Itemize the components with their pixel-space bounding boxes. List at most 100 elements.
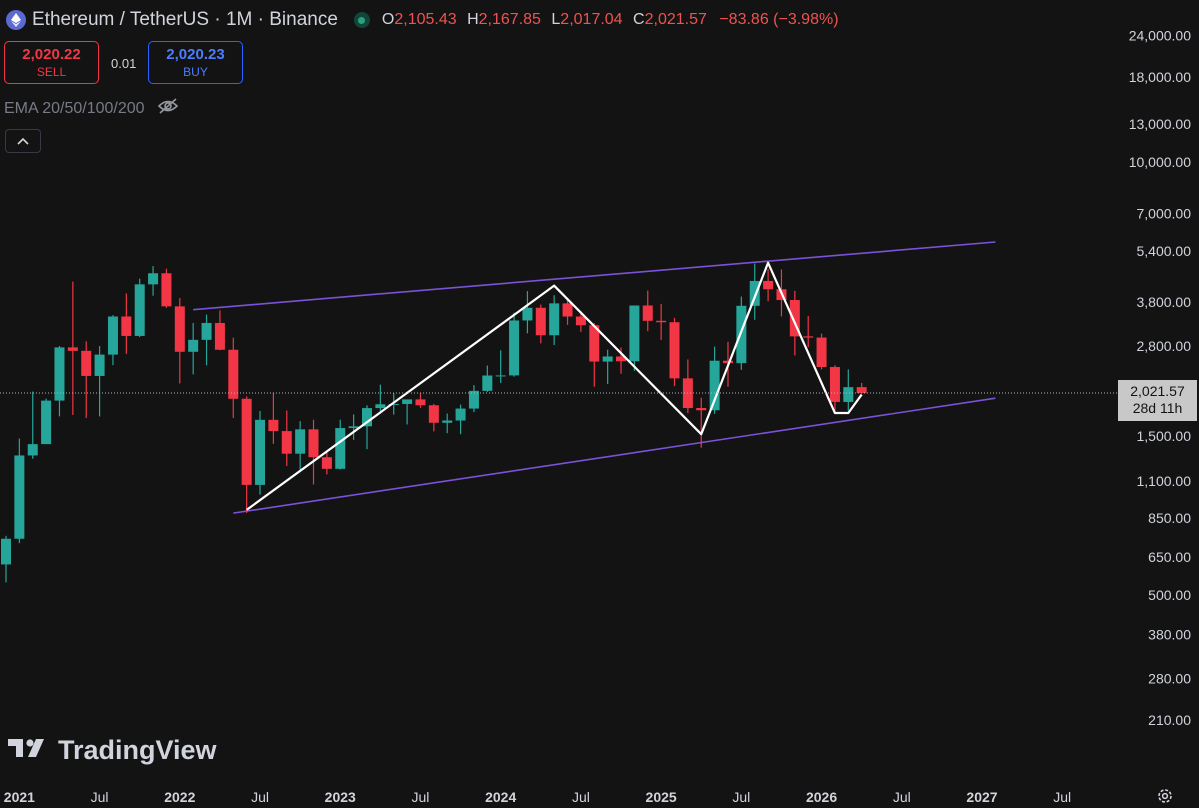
last-price-label: 2,021.57 28d 11h [1118, 380, 1197, 421]
candle [107, 315, 118, 366]
price-axis: 210.00 280.00 380.00 500.00 650.00 850.00 1,10… [1129, 28, 1192, 728]
time-tick-label: 2027 [966, 789, 997, 805]
candle [361, 405, 372, 450]
candle-body [509, 320, 520, 376]
channel-lines [193, 241, 996, 514]
ethereum-icon [6, 10, 26, 30]
candle-body [856, 387, 867, 393]
candle [161, 268, 172, 308]
symbol-header: Ethereum / TetherUS · 1M · Binance O2,10… [6, 8, 839, 32]
candle-body [121, 316, 132, 336]
candle [749, 263, 760, 320]
sell-price: 2,020.22 [22, 46, 81, 63]
candle-body [228, 349, 239, 399]
candle [455, 404, 466, 435]
tradingview-logo-icon [8, 735, 50, 766]
price-tick-label: 24,000.00 [1129, 28, 1191, 44]
candle-body [161, 273, 172, 307]
buy-button[interactable]: 2,020.23 BUY [148, 41, 243, 84]
open-label: O [381, 11, 395, 28]
candle [468, 385, 479, 413]
tradingview-logo-text: TradingView [58, 735, 217, 765]
candle [228, 337, 239, 419]
upper-channel-line [193, 241, 996, 311]
candle [321, 451, 332, 475]
candle-body [375, 404, 386, 409]
candle [188, 322, 199, 375]
candle [656, 303, 667, 340]
candles [1, 263, 867, 583]
candle-body [789, 300, 800, 337]
candle [562, 298, 573, 325]
candle-body [388, 403, 399, 405]
lower-channel-line [233, 397, 996, 514]
candle [709, 346, 720, 414]
candle-body [335, 428, 346, 469]
symbol-title[interactable]: Ethereum / TetherUS · 1M · Binance [32, 9, 338, 30]
live-dot-icon [353, 12, 370, 28]
candle-body [709, 360, 720, 411]
candle [602, 349, 613, 385]
close-value: 2,021.57 [644, 11, 707, 28]
candle-body [107, 316, 118, 355]
candle-body [14, 455, 25, 539]
price-tick-label: 10,000.00 [1129, 154, 1191, 170]
candle [41, 398, 52, 445]
candle-body [361, 408, 372, 427]
candle-body [829, 367, 840, 402]
candle-body [54, 347, 65, 401]
candle-body [749, 280, 760, 306]
candle [616, 347, 627, 374]
time-tick-label: 2026 [806, 789, 837, 805]
price-tick-label: 1,100.00 [1137, 473, 1192, 489]
time-tick-label: 2022 [164, 789, 195, 805]
candle-body [241, 398, 252, 485]
candle-body [348, 426, 359, 429]
time-tick-label: 2025 [646, 789, 677, 805]
candle [308, 419, 319, 485]
zigzag-pattern [246, 261, 863, 511]
candle-body [27, 444, 38, 456]
candle [174, 298, 185, 384]
buy-label: BUY [183, 65, 208, 79]
time-tick-label: 2023 [325, 789, 356, 805]
high-value: 2,167.85 [478, 11, 541, 28]
candle [348, 414, 359, 440]
gear-icon[interactable] [1154, 786, 1176, 806]
candle-body [642, 305, 653, 321]
eye-off-icon[interactable] [157, 98, 179, 119]
tradingview-logo[interactable]: TradingView [8, 735, 217, 766]
collapse-legend-button[interactable] [5, 129, 41, 153]
candle-body [134, 284, 145, 336]
candle-body [602, 356, 613, 362]
chevron-up-icon [17, 132, 29, 150]
candle [268, 392, 279, 444]
price-tick-label: 5,400.00 [1137, 243, 1192, 259]
candle [843, 369, 854, 411]
candle [1, 535, 11, 583]
candle-body [669, 322, 680, 379]
candle [495, 350, 506, 384]
candle [281, 410, 292, 466]
time-tick-label: Jul [572, 789, 590, 805]
candle [428, 403, 439, 432]
buy-price: 2,020.23 [166, 46, 225, 63]
price-tick-label: 2,800.00 [1137, 338, 1192, 354]
spread-value: 0.01 [111, 56, 137, 71]
candle-body [442, 420, 453, 423]
last-price-value: 2,021.57 [1130, 383, 1185, 399]
candle [81, 341, 92, 419]
candle-body [722, 360, 733, 364]
candle-body [562, 303, 573, 317]
candle [816, 333, 827, 370]
time-tick-label: 2021 [4, 789, 35, 805]
sell-button[interactable]: 2,020.22 SELL [4, 41, 99, 84]
candle [803, 315, 814, 348]
candle [629, 305, 640, 371]
candle-body [656, 320, 667, 323]
time-tick-label: Jul [1053, 789, 1071, 805]
candle [27, 391, 38, 459]
indicator-legend[interactable]: EMA 20/50/100/200 [4, 98, 179, 119]
sell-label: SELL [36, 65, 67, 79]
